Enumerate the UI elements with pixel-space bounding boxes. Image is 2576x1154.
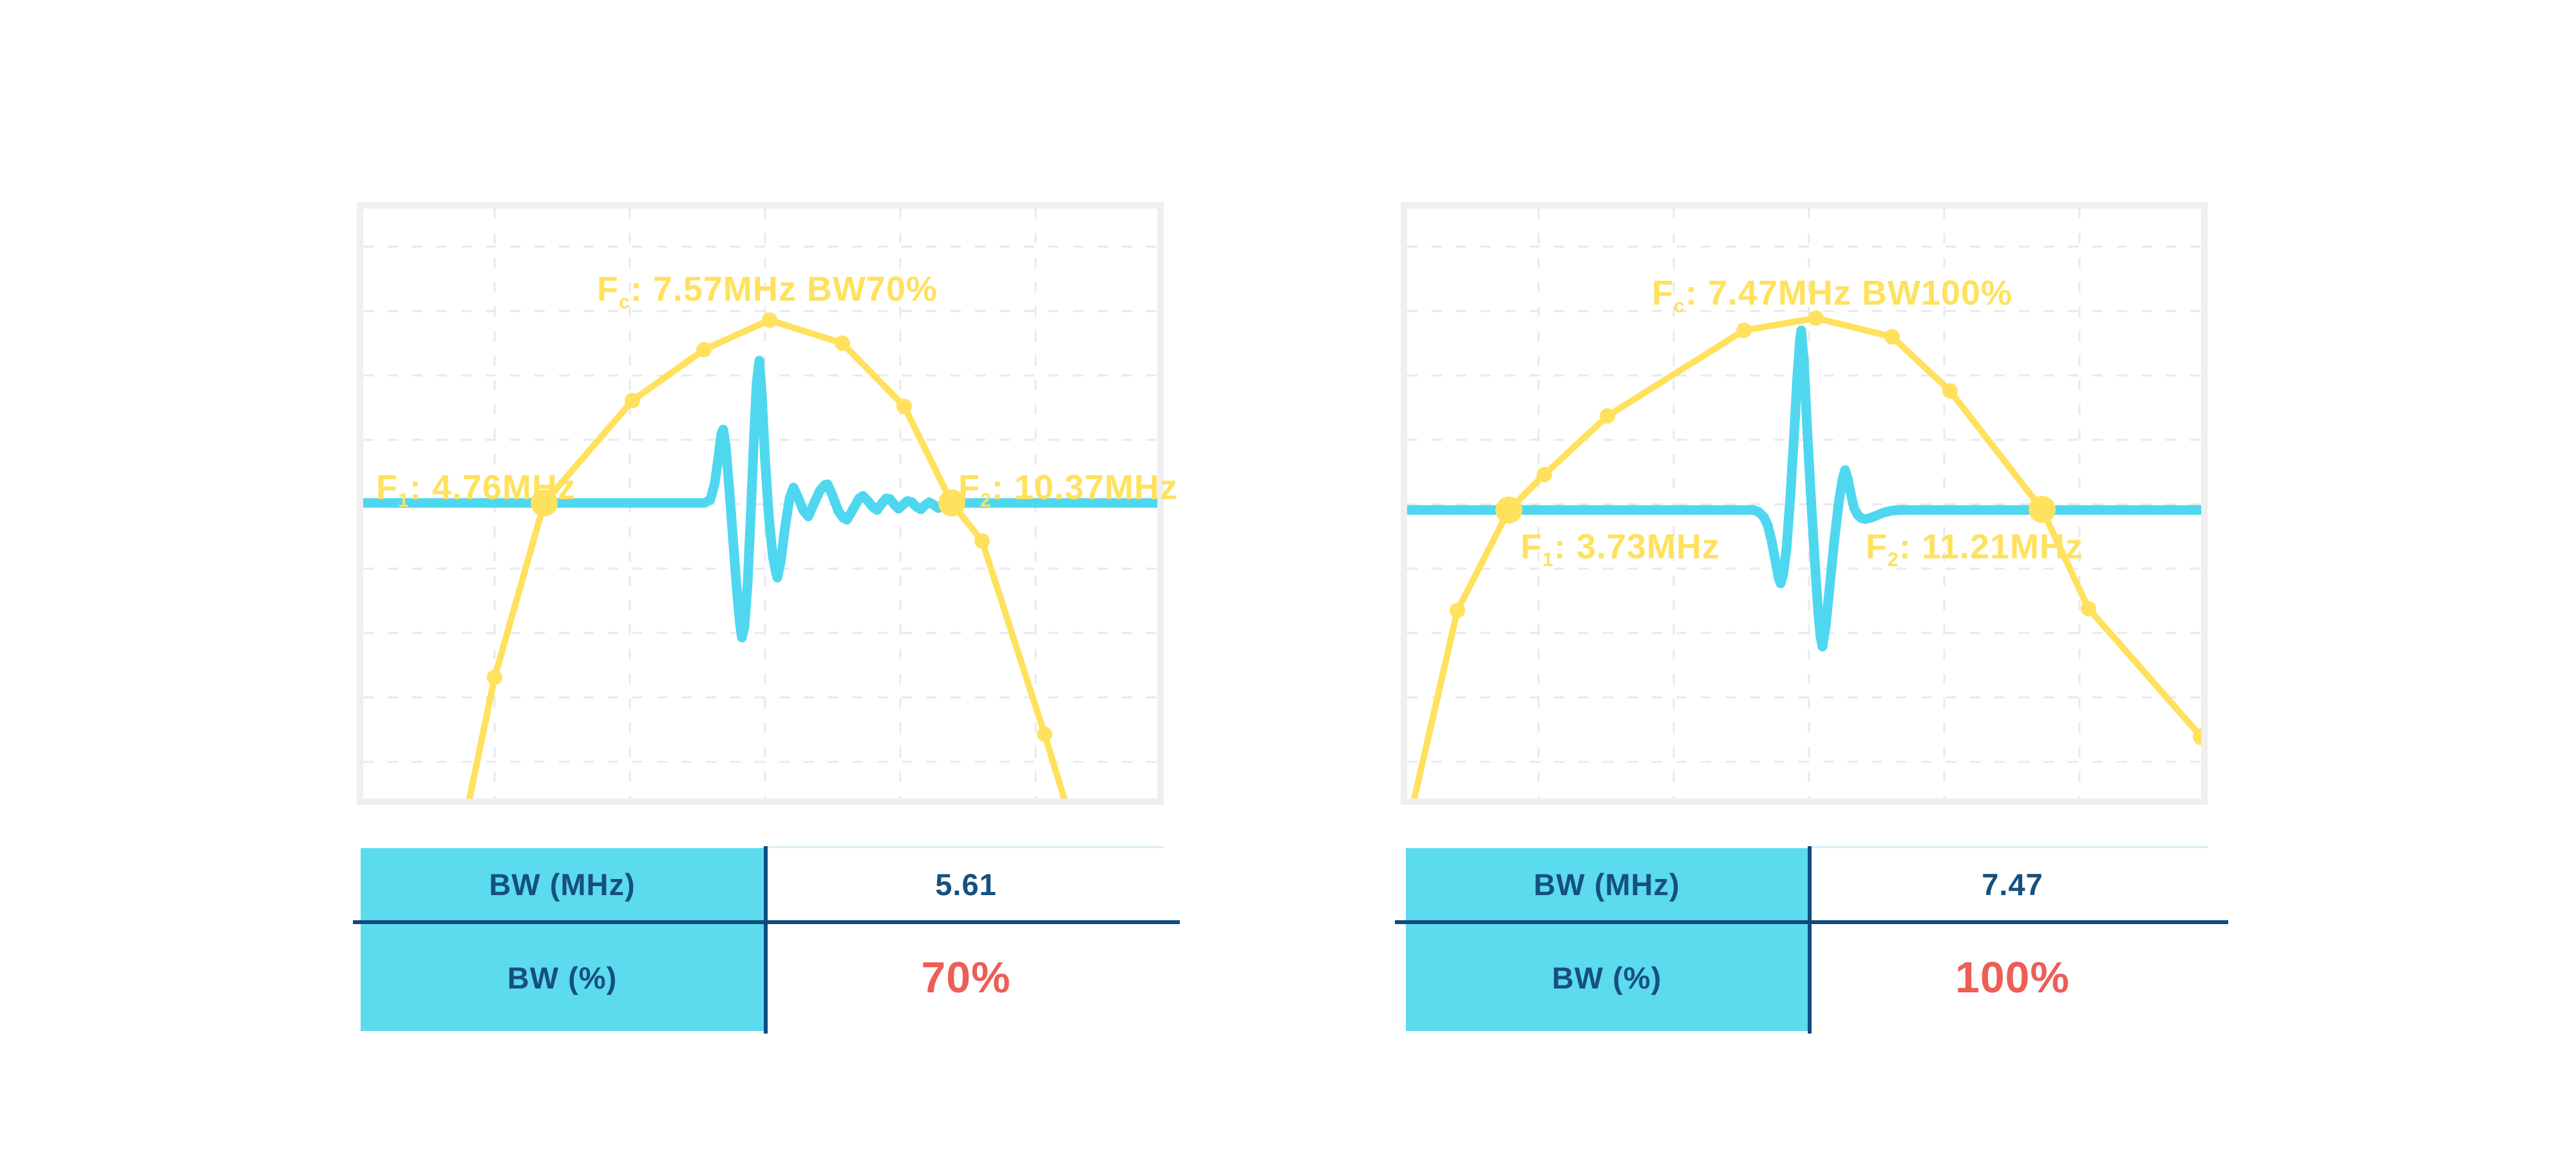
table-row-value: 7.47: [1812, 848, 2213, 920]
table-row-label: BW (MHz): [1406, 848, 1808, 920]
bw-mhz-value: 7.47: [1982, 867, 2043, 902]
f1-frequency-label: F1: 3.73MHz: [1520, 527, 1720, 571]
bw-mhz-value: 5.61: [935, 867, 997, 902]
center-frequency-label: Fc: 7.47MHz BW100%: [1652, 274, 2012, 317]
table-row-value: 100%: [1812, 924, 2213, 1031]
table-column-divider: [1808, 846, 1812, 1034]
table-row-value: 5.61: [768, 848, 1164, 920]
bw-mhz-label: BW (MHz): [1533, 867, 1680, 902]
f1-frequency-label: F1: 4.76MHz: [376, 468, 576, 511]
table-label-column-background: [361, 848, 764, 1031]
spectrum-chart-right: Fc: 7.47MHz BW100% F1: 3.73MHz F2: 11.21…: [1401, 202, 2208, 805]
table-row-value: 70%: [768, 924, 1164, 1031]
table-top-border: [767, 846, 1164, 848]
spectrum-plot-right: [1401, 202, 2208, 805]
f2-frequency-label: F2: 11.21MHz: [1866, 527, 2083, 571]
bw-percent-value: 70%: [921, 953, 1011, 1002]
spectrum-plot-left: [357, 202, 1164, 805]
table-label-column-background: [1406, 848, 1808, 1031]
table-row-divider: [1395, 920, 2228, 924]
table-row-label: BW (%): [1406, 924, 1808, 1031]
center-frequency-label: Fc: 7.57MHz BW70%: [597, 270, 938, 313]
table-row-label: BW (%): [361, 924, 764, 1031]
bw-percent-label: BW (%): [507, 960, 618, 995]
table-column-divider: [764, 846, 768, 1034]
table-top-border: [1812, 846, 2208, 848]
table-row-label: BW (MHz): [361, 848, 764, 920]
f2-frequency-label: F2: 10.37MHz: [958, 468, 1178, 511]
spectrum-chart-left: Fc: 7.57MHz BW70% F1: 4.76MHz F2: 10.37M…: [357, 202, 1177, 805]
bw-mhz-label: BW (MHz): [489, 867, 636, 902]
table-row-divider: [353, 920, 1180, 924]
bw-percent-label: BW (%): [1551, 960, 1662, 995]
bw-percent-value: 100%: [1955, 953, 2070, 1002]
